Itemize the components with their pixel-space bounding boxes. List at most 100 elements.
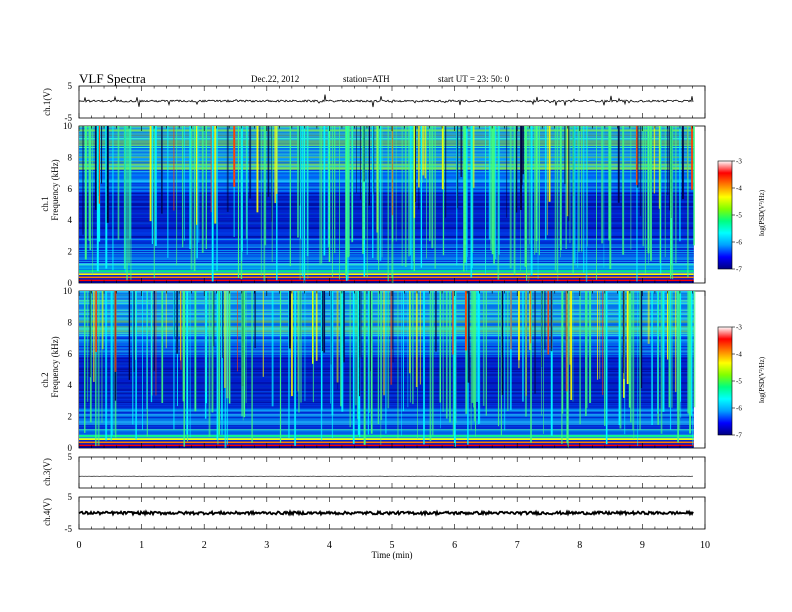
spectrogram-spike — [420, 126, 423, 268]
ch1-spectrogram-ylabel-channel: ch.1 — [40, 196, 50, 211]
spectrogram-spike — [478, 291, 479, 425]
spectrogram-spike — [409, 126, 411, 256]
spectrogram-spike — [687, 291, 690, 414]
spectrogram-band — [79, 130, 694, 132]
spectrogram-spike — [211, 291, 214, 413]
spectrogram-spike — [242, 291, 244, 421]
spectrogram-band — [79, 261, 694, 264]
spectrogram-spike — [182, 126, 184, 248]
colorbar-tick-label: -4 — [736, 351, 742, 359]
spectrogram-band — [79, 140, 694, 142]
spectrogram-spike — [429, 291, 432, 442]
spectrogram-spike — [667, 291, 669, 360]
spectrogram-band — [79, 252, 694, 254]
spectrogram-spike — [522, 291, 524, 402]
spectrogram-spike — [509, 126, 512, 269]
spectrogram-spike — [129, 126, 131, 239]
spectrogram-spike — [626, 291, 629, 385]
spectrogram-spike — [180, 291, 181, 361]
spectrogram-band — [79, 131, 694, 133]
spectrogram-spike — [572, 126, 574, 275]
colorbar-tick-label: -4 — [736, 185, 742, 193]
spectrogram-band — [79, 206, 694, 208]
spectrogram-spike — [412, 291, 414, 405]
spectrogram-spike — [510, 291, 512, 350]
spectrogram-spike — [323, 291, 326, 353]
spectrogram-spike — [667, 126, 669, 196]
spectrogram-spike — [649, 126, 652, 261]
spectrogram-band — [79, 190, 694, 192]
colorbar-tick-label: -3 — [736, 324, 742, 332]
spectrogram-spike — [226, 126, 229, 212]
spectrogram-spike — [660, 291, 663, 434]
spectrogram-spike — [150, 291, 153, 403]
spectrogram-spike — [495, 126, 497, 260]
spectrogram-spike — [312, 291, 314, 364]
spectrogram-spike — [320, 291, 323, 441]
spectrogram-spike — [254, 291, 256, 349]
spectrogram-band — [79, 135, 694, 137]
spectrogram-spike — [367, 291, 369, 435]
spectrogram-spike — [689, 291, 692, 434]
spectrogram-spike — [93, 291, 95, 382]
spectrogram-spike — [89, 291, 92, 423]
spectrogram-spike — [413, 126, 416, 218]
spectrogram-spike — [210, 126, 212, 213]
spectrogram-spike — [201, 126, 204, 253]
spectrogram-band — [79, 164, 694, 166]
spectrogram-spike — [408, 126, 410, 257]
spectrogram-band — [79, 253, 694, 255]
spectrogram-spike — [498, 126, 500, 255]
spectrogram-band — [79, 222, 694, 224]
spectrogram-band — [79, 211, 694, 213]
spectrogram-spike — [352, 291, 355, 444]
spectrogram-spike — [585, 291, 587, 417]
spectrogram-band — [79, 235, 694, 237]
spectrogram-spike — [173, 126, 175, 211]
spectrogram-spike — [133, 291, 135, 372]
spectrogram-spike — [668, 291, 670, 408]
x-axis-title: Time (min) — [372, 550, 413, 560]
spectrogram-spike — [130, 126, 132, 280]
spectrogram-line — [79, 281, 694, 283]
spectrogram-line — [79, 438, 694, 440]
spectrogram-spike — [426, 126, 427, 259]
spectrogram-spike — [679, 291, 681, 402]
x-tick-label: 0 — [77, 540, 82, 551]
spectrogram-band — [79, 228, 694, 230]
spectrogram-spike — [467, 291, 470, 383]
ch1-colorbar: -3 -4 -5 -6 -7 — [717, 158, 742, 274]
spectrogram-band — [79, 258, 694, 260]
spectrogram-band — [79, 158, 694, 161]
spectrogram-band — [79, 136, 694, 139]
spectrogram-spike — [435, 291, 437, 352]
spectrogram-band — [79, 248, 694, 250]
spectrogram-spike — [657, 291, 659, 425]
spectrogram-band — [79, 244, 694, 246]
spectrogram-spike — [530, 291, 532, 344]
spectrogram-spike — [581, 126, 583, 252]
y-tick-label: 2 — [68, 247, 73, 257]
spectrogram-spike — [622, 291, 625, 373]
y-tick-label: 2 — [68, 412, 73, 422]
spectrogram-band — [79, 147, 694, 150]
spectrogram-band — [79, 234, 694, 236]
spectrogram-spike — [464, 291, 467, 351]
spectrogram-spike — [360, 291, 362, 358]
spectrogram-spike — [97, 291, 100, 446]
spectrogram-spike — [619, 291, 622, 429]
spectrogram-spike — [429, 126, 431, 239]
spectrogram-spike — [378, 126, 380, 271]
spectrogram-band — [79, 237, 694, 240]
spectrogram-spike — [319, 126, 321, 265]
spectrogram-spike — [658, 126, 660, 209]
spectrogram-spike — [321, 126, 323, 264]
spectrogram-spike — [550, 291, 553, 352]
spectrogram-spike — [373, 126, 375, 195]
start-ut-label: start UT = 23: 50: 0 — [438, 74, 510, 84]
spectrogram-spike — [105, 126, 108, 269]
spectrogram-spike — [693, 126, 695, 246]
spectrogram-spike — [679, 291, 681, 430]
spectrogram-spike — [387, 291, 390, 409]
spectrogram-spike — [586, 291, 588, 408]
